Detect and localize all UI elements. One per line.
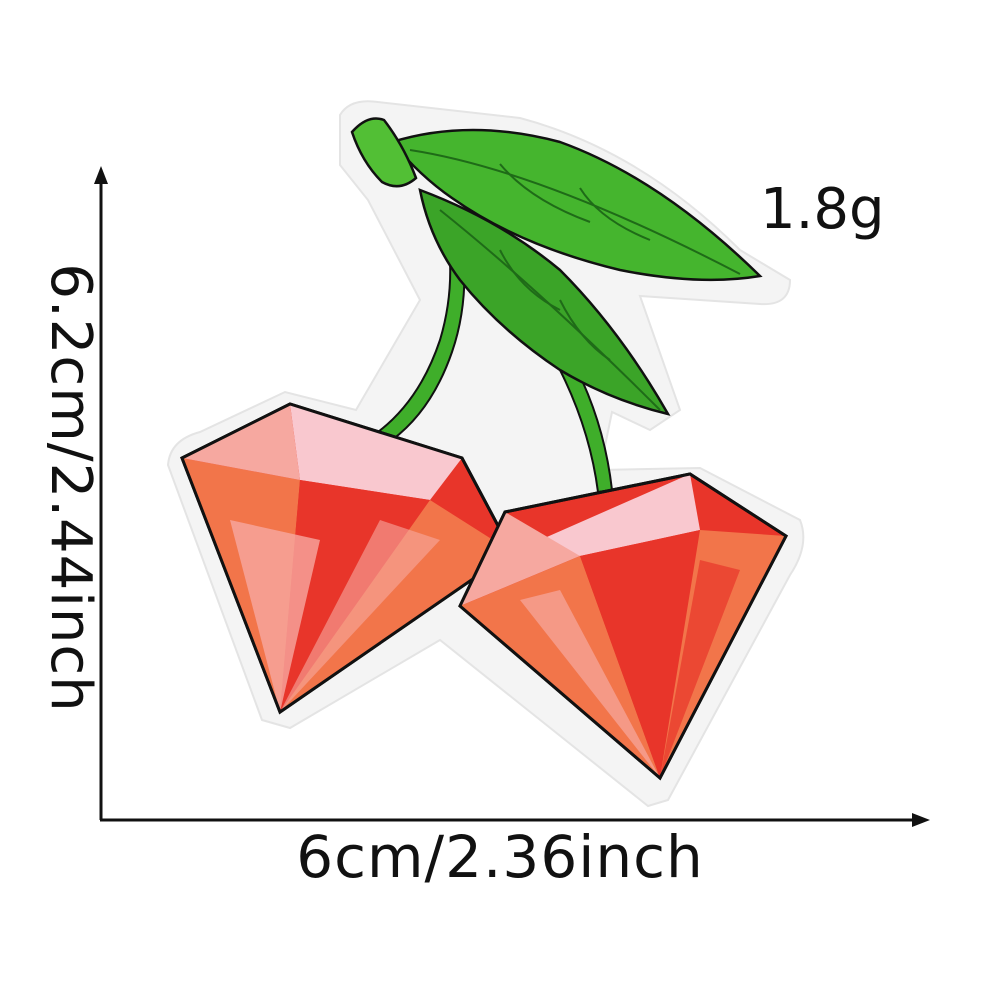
weight-label: 1.8g xyxy=(760,177,885,242)
dimension-axes xyxy=(94,166,930,827)
leaf-bud xyxy=(350,117,418,188)
height-axis-arrowhead-icon xyxy=(94,166,108,184)
width-dimension-label: 6cm/2.36inch xyxy=(296,823,704,891)
left-gem-cherry xyxy=(180,402,514,715)
right-gem-cherry xyxy=(458,472,788,781)
width-axis-arrowhead-icon xyxy=(912,813,930,827)
height-dimension-label: 6.2cm/2.44inch xyxy=(38,263,103,713)
cherry-leaves xyxy=(350,117,763,416)
